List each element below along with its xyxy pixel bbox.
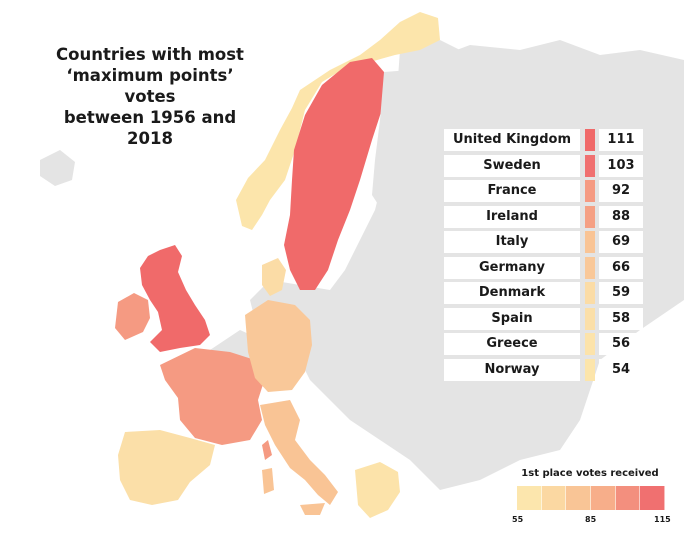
vote-count: 103 bbox=[599, 154, 643, 177]
country-greece bbox=[355, 462, 400, 518]
island-sardinia bbox=[262, 468, 274, 494]
country-uk bbox=[140, 245, 210, 352]
ranking-row: Sweden 103 bbox=[444, 154, 644, 177]
country-name: Greece bbox=[444, 333, 580, 355]
ranking-row: Germany 66 bbox=[444, 256, 644, 279]
country-name: Ireland bbox=[444, 205, 580, 228]
country-name: France bbox=[444, 180, 580, 202]
vote-count: 58 bbox=[599, 307, 643, 330]
color-swatch bbox=[585, 231, 595, 253]
country-sweden bbox=[284, 58, 385, 290]
country-france bbox=[160, 348, 265, 445]
color-swatch bbox=[585, 154, 595, 177]
color-swatch bbox=[585, 180, 595, 202]
ranking-row: Norway 54 bbox=[444, 358, 644, 381]
legend-step bbox=[541, 486, 567, 510]
vote-count: 59 bbox=[599, 282, 643, 304]
ranking-table: United Kingdom 111 Sweden 103 France 92 … bbox=[444, 129, 644, 384]
country-italy bbox=[260, 400, 338, 505]
island-sicily bbox=[300, 503, 325, 515]
color-swatch bbox=[585, 358, 595, 381]
legend-step bbox=[517, 486, 542, 510]
legend-color-scale bbox=[517, 486, 666, 510]
ranking-row: Denmark 59 bbox=[444, 282, 644, 304]
legend-step bbox=[591, 486, 616, 510]
ranking-row: France 92 bbox=[444, 180, 644, 202]
title-line-2: ‘maximum points’ votes bbox=[66, 66, 234, 106]
legend-max-label: 115 bbox=[654, 515, 671, 524]
color-swatch bbox=[585, 307, 595, 330]
country-name: Sweden bbox=[444, 154, 580, 177]
ranking-row: Ireland 88 bbox=[444, 205, 644, 228]
map-title: Countries with most ‘maximum points’ vot… bbox=[40, 44, 260, 149]
color-swatch bbox=[585, 129, 595, 151]
ranking-row: United Kingdom 111 bbox=[444, 129, 644, 151]
ranking-row: Greece 56 bbox=[444, 333, 644, 355]
color-swatch bbox=[585, 333, 595, 355]
legend-mid-label: 85 bbox=[585, 515, 597, 524]
country-ireland bbox=[115, 293, 150, 340]
country-germany bbox=[245, 300, 312, 392]
color-swatch bbox=[585, 256, 595, 279]
country-name: United Kingdom bbox=[444, 129, 580, 151]
country-name: Spain bbox=[444, 307, 580, 330]
color-swatch bbox=[585, 205, 595, 228]
country-denmark bbox=[262, 258, 286, 296]
vote-count: 66 bbox=[599, 256, 643, 279]
vote-count: 88 bbox=[599, 205, 643, 228]
vote-count: 111 bbox=[599, 129, 643, 151]
country-name: Germany bbox=[444, 256, 580, 279]
legend-step bbox=[566, 486, 592, 510]
title-line-1: Countries with most bbox=[56, 45, 244, 64]
country-norway bbox=[236, 12, 440, 230]
legend-min-label: 55 bbox=[512, 515, 524, 524]
ranking-row: Spain 58 bbox=[444, 307, 644, 330]
country-name: Denmark bbox=[444, 282, 580, 304]
country-name: Italy bbox=[444, 231, 580, 253]
vote-count: 54 bbox=[599, 358, 643, 381]
vote-count: 56 bbox=[599, 333, 643, 355]
legend-title: 1st place votes received bbox=[521, 468, 659, 479]
legend-step bbox=[615, 486, 641, 510]
legend-step bbox=[640, 486, 666, 510]
ranking-row: Italy 69 bbox=[444, 231, 644, 253]
vote-count: 92 bbox=[599, 180, 643, 202]
title-line-3: between 1956 and 2018 bbox=[63, 108, 237, 148]
color-swatch bbox=[585, 282, 595, 304]
country-spain bbox=[118, 430, 215, 505]
vote-count: 69 bbox=[599, 231, 643, 253]
island-corsica bbox=[262, 440, 272, 460]
country-name: Norway bbox=[444, 358, 580, 381]
country-finland bbox=[372, 70, 430, 215]
